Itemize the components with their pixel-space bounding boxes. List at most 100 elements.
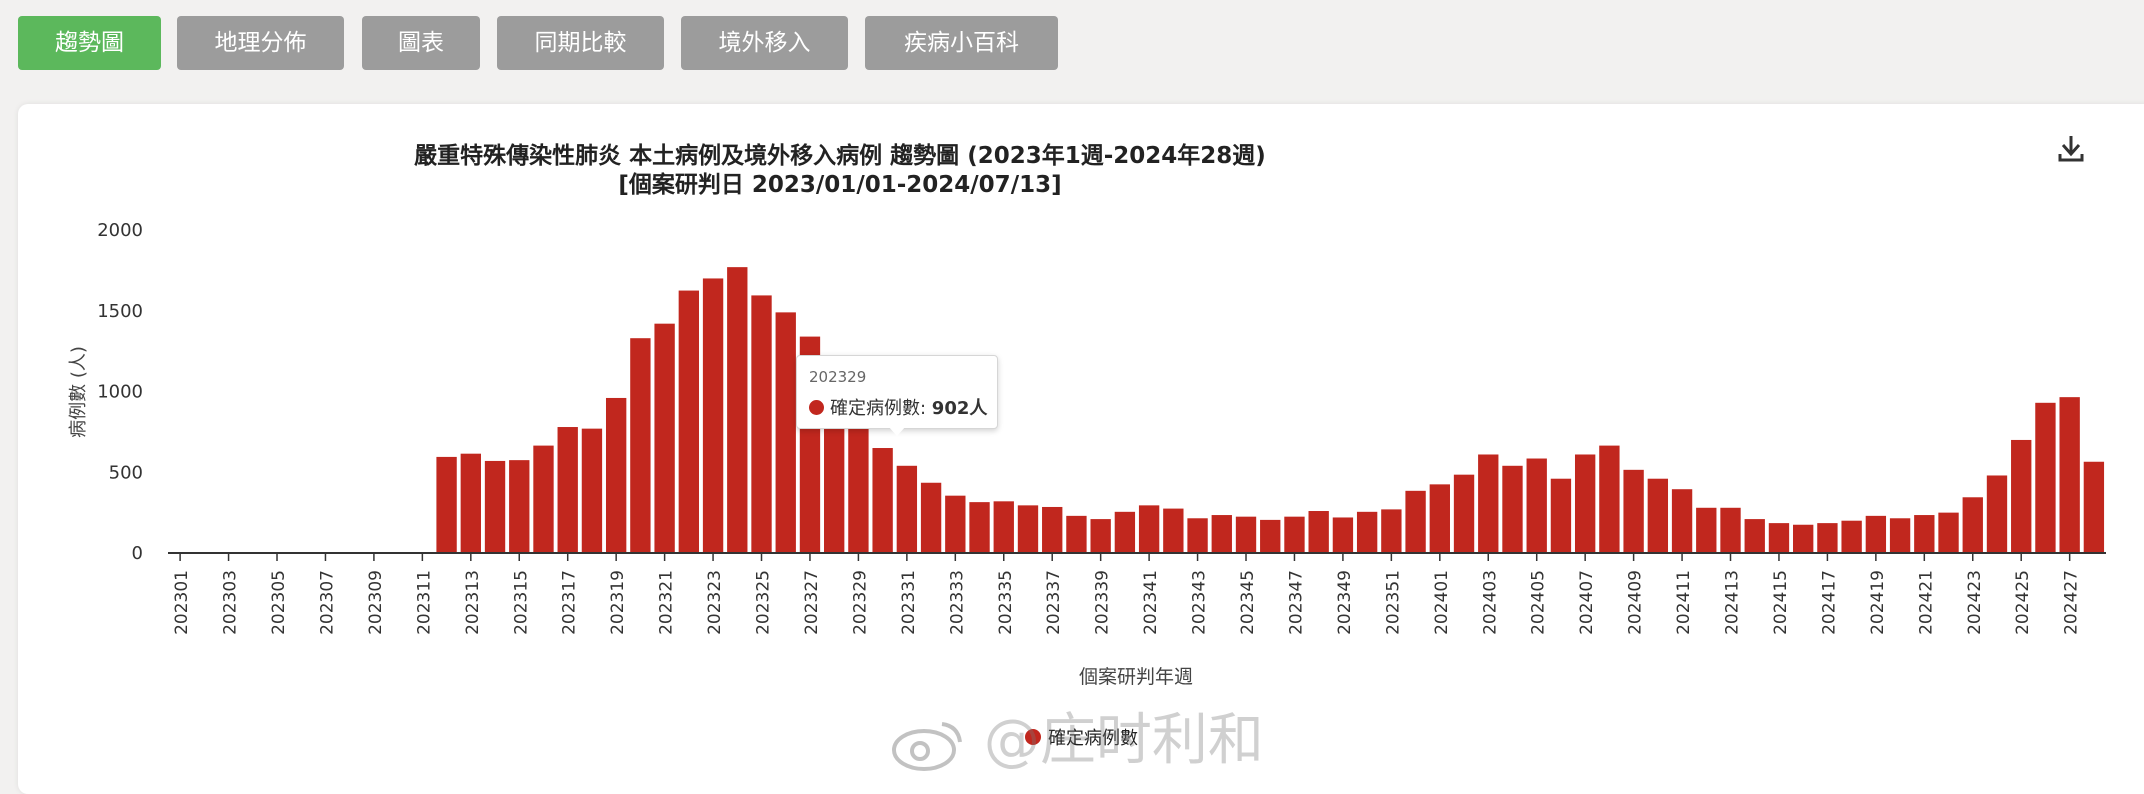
bar[interactable] — [1308, 511, 1329, 553]
bar[interactable] — [678, 290, 700, 553]
y-axis: 0 500 1000 1500 2000 — [97, 220, 143, 564]
bar[interactable] — [1647, 478, 1669, 553]
x-axis-label: 個案研判年週 — [1079, 666, 1193, 688]
bar[interactable] — [533, 445, 554, 553]
x-tick-label: 202347 — [1286, 570, 1306, 635]
bar[interactable] — [1260, 519, 1281, 553]
bar[interactable] — [2083, 461, 2105, 553]
x-tick-label: 202343 — [1190, 570, 1210, 635]
bar[interactable] — [1429, 484, 1450, 553]
x-tick-label: 202321 — [657, 570, 677, 635]
tab-geo-distribution[interactable]: 地理分佈 — [177, 16, 344, 70]
bar[interactable] — [1405, 490, 1426, 553]
x-tick-label: 202349 — [1335, 570, 1355, 635]
watermark-text: @庄时利和 — [983, 708, 1264, 773]
bar[interactable] — [993, 501, 1014, 553]
bar[interactable] — [751, 295, 772, 553]
legend[interactable]: 確定病例數 — [1025, 728, 1138, 749]
x-tick-label: 202337 — [1044, 570, 1064, 635]
tab-charts[interactable]: 圖表 — [362, 16, 480, 70]
bar[interactable] — [1889, 518, 1911, 553]
x-tick-label: 202307 — [317, 570, 337, 635]
bar[interactable] — [509, 460, 530, 553]
bar[interactable] — [1914, 515, 1935, 553]
bar[interactable] — [1671, 489, 1693, 553]
bar[interactable] — [945, 495, 966, 553]
bar[interactable] — [1841, 520, 1862, 553]
x-tick-label: 202311 — [414, 570, 434, 635]
bar[interactable] — [1550, 478, 1572, 553]
x-tick-label: 202315 — [511, 570, 531, 635]
tab-imported[interactable]: 境外移入 — [681, 16, 848, 70]
bar[interactable] — [1138, 505, 1160, 553]
x-tick-label: 202351 — [1383, 570, 1403, 635]
y-tick-label: 500 — [109, 462, 143, 483]
tooltip-arrow — [888, 426, 906, 436]
bar[interactable] — [1066, 515, 1087, 553]
bar[interactable] — [557, 427, 578, 553]
bar[interactable] — [1114, 511, 1136, 553]
bar[interactable] — [484, 460, 506, 553]
x-tick-label: 202309 — [366, 570, 386, 635]
bar[interactable] — [1453, 474, 1475, 553]
bar[interactable] — [2059, 397, 2080, 553]
bar[interactable] — [1356, 511, 1378, 553]
x-tick-label: 202409 — [1626, 570, 1646, 635]
bar[interactable] — [1793, 524, 1814, 553]
x-tick-label: 202331 — [899, 570, 919, 635]
bar[interactable] — [1599, 445, 1620, 553]
bar[interactable] — [1042, 506, 1063, 553]
bar[interactable] — [1744, 519, 1765, 553]
x-axis: 202301 202303 202305 202307 202309 202311 2023… — [172, 553, 2082, 635]
bar[interactable] — [1332, 517, 1354, 553]
bar[interactable] — [460, 453, 481, 553]
bar[interactable] — [605, 397, 627, 553]
bar[interactable] — [1720, 507, 1741, 553]
bar[interactable] — [775, 312, 796, 553]
bar[interactable] — [848, 407, 869, 553]
bar[interactable] — [872, 448, 893, 553]
bar[interactable] — [654, 323, 675, 553]
bar[interactable] — [727, 267, 748, 553]
bar[interactable] — [920, 482, 942, 553]
bar[interactable] — [1865, 515, 1887, 553]
bar[interactable] — [1696, 507, 1717, 553]
bar[interactable] — [1768, 523, 1790, 553]
bar[interactable] — [1817, 523, 1838, 553]
tab-period-compare[interactable]: 同期比較 — [497, 16, 664, 70]
bar[interactable] — [1526, 458, 1547, 553]
bar[interactable] — [581, 428, 603, 553]
bar[interactable] — [969, 502, 990, 553]
bar[interactable] — [1478, 454, 1499, 553]
download-icon[interactable] — [2058, 136, 2084, 162]
tab-trend[interactable]: 趨勢圖 — [18, 16, 161, 70]
bar[interactable] — [1502, 465, 1523, 553]
bar[interactable] — [1235, 516, 1257, 553]
bar[interactable] — [896, 465, 918, 553]
bar[interactable] — [1284, 516, 1305, 553]
bar[interactable] — [1962, 497, 1983, 553]
bar[interactable] — [1211, 515, 1232, 553]
bar[interactable] — [1574, 454, 1596, 553]
bar[interactable] — [1381, 509, 1402, 553]
bar[interactable] — [1938, 512, 1959, 554]
bar[interactable] — [702, 278, 724, 553]
x-tick-label: 202319 — [608, 570, 628, 635]
bar[interactable] — [1623, 469, 1644, 553]
x-tick-label: 202325 — [754, 570, 774, 635]
bar[interactable] — [1090, 519, 1111, 553]
y-tick-label: 1500 — [97, 301, 143, 322]
x-tick-label: 202411 — [1674, 570, 1694, 635]
bar[interactable] — [1986, 475, 2008, 553]
x-tick-label: 202419 — [1868, 570, 1888, 635]
x-tick-label: 202323 — [705, 570, 725, 635]
bar[interactable] — [2011, 439, 2032, 553]
bar[interactable] — [1017, 505, 1039, 553]
bar[interactable] — [630, 338, 651, 553]
tooltip-series-dot — [809, 400, 824, 415]
tab-disease-wiki[interactable]: 疾病小百科 — [865, 16, 1058, 70]
bar[interactable] — [1187, 518, 1208, 553]
bar[interactable] — [1163, 508, 1184, 553]
bar[interactable] — [436, 456, 457, 553]
bar[interactable] — [2035, 402, 2056, 553]
